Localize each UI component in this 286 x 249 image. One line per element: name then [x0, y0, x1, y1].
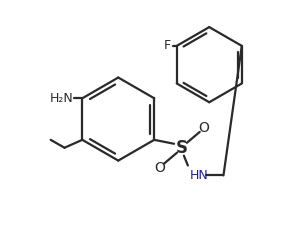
- Text: O: O: [198, 121, 209, 135]
- Text: H₂N: H₂N: [50, 92, 74, 105]
- Text: F: F: [164, 39, 171, 52]
- Text: HN: HN: [190, 169, 208, 182]
- Text: S: S: [176, 139, 188, 157]
- Text: O: O: [155, 161, 166, 175]
